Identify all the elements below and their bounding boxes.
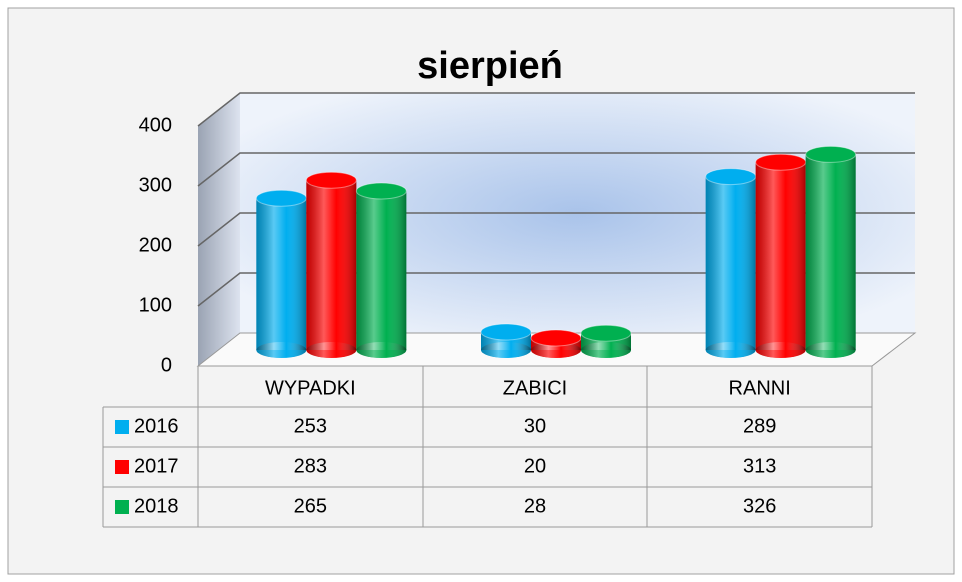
- bar-top: [755, 153, 807, 171]
- bar-shade-base: [705, 342, 756, 358]
- table-value: 265: [294, 495, 327, 517]
- y-tick-label: 0: [161, 354, 172, 376]
- legend-swatch: [115, 420, 129, 434]
- y-tick-label: 300: [139, 174, 172, 196]
- grid-line: [197, 92, 915, 127]
- bar-shade-base: [256, 342, 307, 358]
- bar-shade: [705, 176, 756, 350]
- legend-label: 2016: [134, 415, 179, 437]
- table-value: 313: [743, 455, 776, 477]
- grid-line: [197, 272, 915, 307]
- table-value: 289: [743, 415, 776, 437]
- bar: [355, 182, 407, 358]
- bar-shade: [755, 162, 806, 350]
- bar-top: [705, 168, 757, 186]
- bar-top: [530, 329, 582, 347]
- legend-swatch: [115, 500, 129, 514]
- bar-shade: [306, 180, 357, 350]
- bar: [255, 189, 307, 358]
- table-value: 28: [524, 495, 546, 517]
- bar-top: [580, 324, 632, 342]
- bar-top: [805, 145, 857, 163]
- bar-shade-base: [581, 342, 631, 358]
- table-value: 30: [524, 415, 546, 437]
- bar-top: [305, 171, 357, 189]
- bar-shade-base: [356, 342, 407, 358]
- legend-swatch: [115, 460, 129, 474]
- bar: [805, 145, 857, 358]
- bar-shade-base: [531, 342, 581, 358]
- data-table: [102, 366, 873, 528]
- bar-shade-base: [805, 342, 856, 358]
- bar: [755, 153, 807, 358]
- bar-top: [480, 323, 532, 341]
- bar: [705, 168, 757, 358]
- y-tick-label: 100: [139, 294, 172, 316]
- table-value: 326: [743, 495, 776, 517]
- bar-shade: [356, 191, 407, 350]
- bar: [305, 171, 357, 358]
- x-tick-label: ZABICI: [503, 377, 567, 399]
- table-value: 20: [524, 455, 546, 477]
- bar-top: [255, 189, 307, 207]
- grid-line: [197, 152, 915, 187]
- legend-label: 2018: [134, 495, 179, 517]
- bar-top: [355, 182, 407, 200]
- bar: [480, 323, 532, 358]
- x-tick-label: WYPADKI: [265, 377, 356, 399]
- bar-shade: [805, 154, 856, 350]
- bar-shade: [256, 198, 307, 350]
- bar-shade-base: [306, 342, 357, 358]
- y-tick-label: 400: [139, 114, 172, 136]
- legend-label: 2017: [134, 455, 179, 477]
- grid-line: [197, 212, 915, 247]
- table-value: 283: [294, 455, 327, 477]
- y-tick-label: 200: [139, 234, 172, 256]
- bar: [580, 324, 632, 358]
- bar-shade-base: [481, 342, 531, 358]
- chart-title: sierpień: [417, 45, 563, 87]
- x-tick-label: RANNI: [729, 377, 791, 399]
- table-value: 253: [294, 415, 327, 437]
- bar: [530, 329, 582, 358]
- bar-shade-base: [755, 342, 806, 358]
